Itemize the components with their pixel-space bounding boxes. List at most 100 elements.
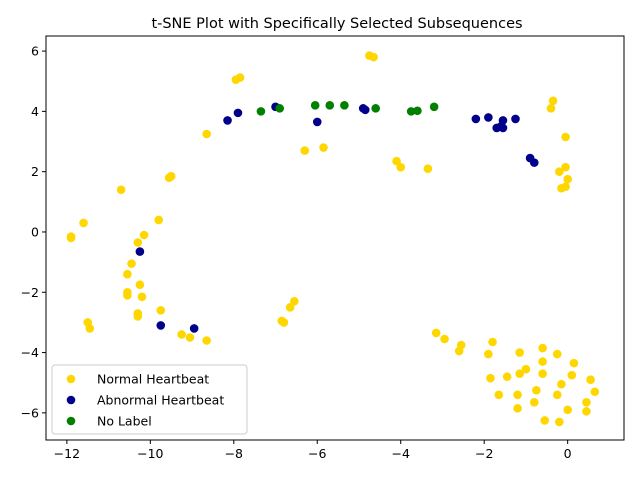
legend-label: Abnormal Heartbeat xyxy=(97,393,224,408)
plot-points xyxy=(66,51,600,427)
data-point xyxy=(135,280,145,290)
data-point xyxy=(133,312,143,321)
data-point xyxy=(529,398,539,407)
data-point xyxy=(521,364,531,374)
data-point xyxy=(454,346,464,356)
data-point xyxy=(154,215,163,225)
data-point xyxy=(567,370,577,380)
data-point xyxy=(185,333,195,342)
data-point xyxy=(360,105,370,115)
data-point xyxy=(561,132,570,142)
data-point xyxy=(538,369,547,378)
data-point xyxy=(502,372,512,381)
data-point xyxy=(369,52,378,62)
data-point xyxy=(123,290,132,300)
data-point xyxy=(555,417,564,427)
x-tick-label: −10 xyxy=(137,446,163,461)
data-point xyxy=(532,385,541,395)
data-point xyxy=(310,101,320,110)
data-point xyxy=(202,129,211,139)
data-point xyxy=(275,104,285,113)
data-point xyxy=(540,416,550,425)
data-point xyxy=(135,247,145,256)
data-point xyxy=(123,269,132,279)
data-point xyxy=(513,390,522,400)
data-point xyxy=(431,328,441,338)
data-point xyxy=(285,303,295,312)
data-point xyxy=(233,108,243,118)
data-point xyxy=(555,167,564,176)
data-point xyxy=(546,104,556,113)
legend-box xyxy=(51,364,248,435)
data-point xyxy=(189,324,199,333)
data-point xyxy=(312,117,322,127)
data-point xyxy=(498,116,508,125)
y-tick-label: 0 xyxy=(31,224,39,239)
data-point xyxy=(557,379,566,389)
data-point xyxy=(371,104,380,113)
series-0 xyxy=(66,51,600,427)
legend-marker xyxy=(66,374,76,384)
data-point xyxy=(340,101,349,110)
data-point xyxy=(538,343,547,353)
data-point xyxy=(156,321,166,330)
data-point xyxy=(300,146,310,155)
data-point xyxy=(440,334,449,344)
y-tick-label: 4 xyxy=(31,104,39,119)
y-tick-label: −6 xyxy=(21,405,39,420)
x-tick-label: −2 xyxy=(475,446,493,461)
plot-frame xyxy=(45,35,625,441)
data-point xyxy=(85,324,95,333)
data-point xyxy=(406,107,416,116)
data-point xyxy=(552,390,562,400)
data-point xyxy=(582,398,591,407)
y-tick-label: −4 xyxy=(21,345,39,360)
data-point xyxy=(563,405,572,415)
data-point xyxy=(557,183,566,193)
data-point xyxy=(139,230,149,240)
data-point xyxy=(515,348,524,357)
data-point xyxy=(423,164,433,173)
data-point xyxy=(66,232,76,241)
data-point xyxy=(494,390,504,400)
data-point xyxy=(325,101,335,110)
x-tick-label: −12 xyxy=(54,446,80,461)
data-point xyxy=(223,116,232,125)
data-point xyxy=(488,337,497,347)
data-point xyxy=(529,158,539,167)
axes: −12 −10 −8 −6 −4 −2 0 −6 −4 −2 0 2 4 6 xyxy=(21,44,572,461)
series-1 xyxy=(135,102,539,333)
data-point xyxy=(279,318,289,327)
data-point xyxy=(538,357,547,366)
data-point xyxy=(392,156,401,166)
data-point xyxy=(586,375,595,385)
data-point xyxy=(590,387,600,397)
data-point xyxy=(471,114,481,124)
legend-marker xyxy=(66,395,76,405)
legend-label: Normal Heartbeat xyxy=(97,372,209,387)
y-tick-label: −2 xyxy=(21,285,39,300)
data-point xyxy=(511,114,520,124)
legend-label: No Label xyxy=(97,414,152,429)
data-point xyxy=(552,349,562,359)
data-point xyxy=(177,330,186,339)
data-point xyxy=(513,404,522,413)
data-point xyxy=(256,107,266,116)
data-point xyxy=(156,306,166,315)
data-point xyxy=(569,358,579,368)
x-tick-label: 0 xyxy=(564,446,572,461)
data-point xyxy=(413,106,422,116)
data-point xyxy=(79,218,88,228)
data-point xyxy=(498,123,508,133)
data-point xyxy=(133,238,143,247)
data-point xyxy=(116,185,126,195)
data-point xyxy=(486,373,495,383)
data-point xyxy=(166,171,176,181)
data-point xyxy=(202,336,211,345)
data-point xyxy=(582,407,591,416)
data-point xyxy=(515,369,524,378)
chart-title: t-SNE Plot with Specifically Selected Su… xyxy=(151,16,522,32)
data-point xyxy=(137,292,147,302)
x-tick-label: −6 xyxy=(308,446,326,461)
